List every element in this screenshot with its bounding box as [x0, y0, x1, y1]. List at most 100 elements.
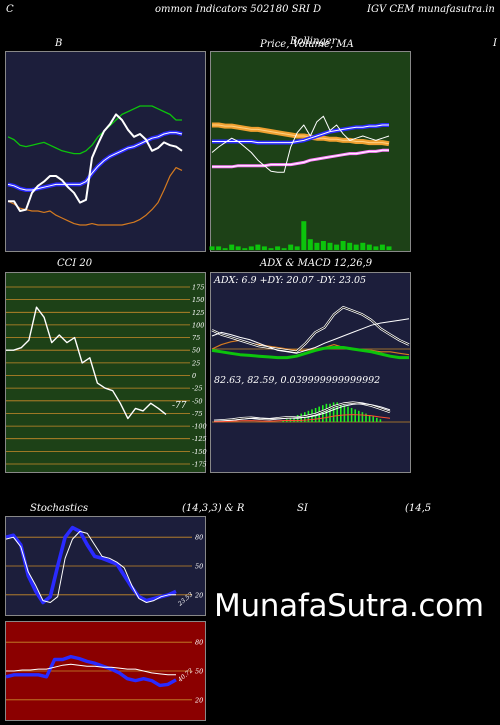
macd-signal-line	[213, 403, 391, 422]
rsi-tick-label: 20	[194, 696, 203, 704]
macd-histogram-bar	[343, 405, 346, 422]
cci-tick-label: 125	[192, 309, 204, 317]
price-upper-band-core	[212, 124, 390, 145]
macd-histogram-bar	[282, 420, 284, 422]
watermark: MunafaSutra.com	[214, 588, 484, 624]
cci-tick-label: -50	[192, 397, 202, 405]
cci-tick-label: 0	[192, 372, 196, 380]
cci-tick-label: -100	[192, 423, 207, 431]
header-center: ommon Indicators 502180 SRI D	[155, 4, 322, 15]
volume-bar	[386, 246, 392, 250]
macd-histogram-bar	[354, 409, 356, 422]
volume-bar	[261, 246, 267, 250]
stoch-d-line	[5, 525, 177, 605]
bollinger-title: B	[55, 38, 63, 49]
adx-title: ADX & MACD 12,26,9	[260, 258, 373, 269]
volume-bar	[255, 244, 261, 250]
volume-bar	[360, 242, 366, 250]
price-line	[211, 115, 390, 173]
adx-line	[211, 346, 409, 360]
macd-histogram-bar	[376, 417, 378, 422]
macd-histogram-bar	[336, 402, 338, 422]
volume-bar	[340, 241, 346, 250]
bollinger-upper-line	[7, 105, 182, 155]
volume-bar	[307, 239, 313, 250]
stoch-last-label: 23.53	[176, 591, 195, 608]
header-left: C	[6, 4, 14, 15]
cci-tick-label: 175	[192, 284, 204, 292]
cci-tick-label: -75	[192, 410, 202, 418]
price-middle-core	[212, 124, 389, 144]
macd-histogram-bar	[368, 415, 371, 422]
bollinger-panel	[5, 51, 206, 252]
volume-bar	[373, 246, 379, 250]
price-lower-band-core	[212, 149, 389, 168]
volume-bar	[229, 244, 235, 250]
macd-histogram-bar	[289, 417, 292, 422]
volume-bar	[222, 248, 228, 250]
cci-tick-label: -175	[192, 461, 207, 469]
volume-bar	[216, 246, 222, 250]
volume-bar	[301, 221, 307, 250]
cci-last-label: -77	[172, 401, 187, 411]
volume-bar	[327, 242, 333, 250]
macd-histogram-bar	[340, 403, 342, 422]
adx-panel	[210, 272, 411, 473]
adx-plus-di-line	[211, 306, 410, 353]
cci-tick-label: -25	[192, 385, 202, 393]
cci-line	[6, 306, 167, 420]
macd-histogram-bar	[379, 419, 382, 422]
rsi-line	[5, 654, 177, 688]
bollinger-lower-line	[7, 167, 183, 226]
macd-histogram-bar	[372, 416, 374, 422]
cci-tick-label: -150	[192, 448, 207, 456]
price-edge-title: I	[493, 38, 497, 49]
stoch-tick-label: 50	[195, 563, 203, 571]
rsi-last-label: 40.72	[176, 667, 195, 684]
adx-values-text: ADX: 6.9 +DY: 20.07 -DY: 23.05	[214, 275, 367, 286]
cci-tick-label: 150	[192, 296, 204, 304]
volume-bar	[288, 244, 294, 250]
stoch-k-line	[5, 530, 176, 603]
cci-tick-label: 25	[191, 359, 200, 367]
volume-bar	[314, 242, 320, 250]
volume-bar	[248, 246, 254, 250]
volume-bar	[242, 248, 248, 250]
volume-bar	[268, 248, 274, 250]
volume-bar	[209, 246, 215, 250]
macd-histogram-bar	[332, 402, 335, 422]
adx-minus-di-line	[211, 318, 410, 354]
macd-histogram-bar	[347, 406, 349, 422]
cci-tick-label: -125	[192, 435, 207, 443]
rsi-tick-label: 50	[195, 668, 203, 676]
cci-tick-label: 100	[192, 321, 204, 329]
macd-red-line	[213, 414, 391, 423]
rsi-title-mid: SI	[297, 503, 308, 514]
rsi-title-right: (14,5	[405, 503, 432, 514]
stoch-title-mid: (14,3,3) & R	[182, 503, 245, 514]
volume-bar	[294, 246, 300, 250]
macd-histogram-bar	[329, 403, 331, 422]
volume-bar	[366, 244, 372, 250]
price-overlay-title: Bollinger	[290, 36, 337, 47]
volume-bar	[235, 246, 241, 250]
cci-tick-label: 50	[192, 347, 200, 355]
rsi-tick-label: 80	[195, 639, 203, 647]
volume-bar	[334, 244, 340, 250]
rsi-short-line	[6, 663, 176, 676]
bollinger-middle-core	[7, 132, 183, 191]
adx-plus-di-core	[211, 306, 410, 353]
bollinger-close-line	[8, 113, 183, 212]
volume-bar	[281, 248, 287, 250]
volume-bar	[379, 244, 385, 250]
macd-histogram-bar	[361, 412, 364, 422]
macd-histogram-bar	[293, 416, 295, 422]
volume-bar	[347, 242, 353, 250]
stoch-title-left: Stochastics	[30, 503, 88, 514]
volume-bar	[353, 244, 359, 250]
cci-panel	[5, 272, 206, 473]
stoch-tick-label: 80	[195, 534, 203, 542]
stoch-tick-label: 20	[194, 591, 203, 599]
macd-histogram-bar	[365, 413, 367, 422]
cci-tick-label: 75	[192, 334, 200, 342]
